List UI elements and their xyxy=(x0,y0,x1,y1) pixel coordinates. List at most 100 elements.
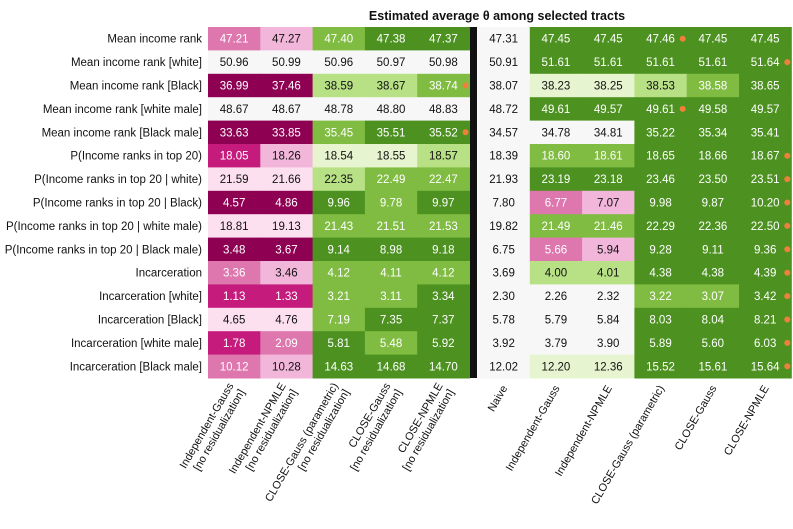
heatmap-cell xyxy=(582,190,635,215)
heatmap-cell xyxy=(208,331,261,356)
cell-value: 48.67 xyxy=(220,104,249,116)
cell-value: 15.64 xyxy=(751,361,780,373)
heatmap-cell xyxy=(477,27,531,51)
heatmap-cell xyxy=(477,284,531,309)
heatmap-cell xyxy=(260,214,314,239)
cell-value: 48.83 xyxy=(429,104,458,116)
cell-value: 10.28 xyxy=(272,361,301,373)
cell-value: 1.13 xyxy=(223,291,245,303)
cell-value: 4.39 xyxy=(754,268,776,280)
cell-value: 18.55 xyxy=(377,151,406,163)
cell-value: 47.21 xyxy=(220,34,249,46)
cell-value: 9.97 xyxy=(432,198,454,210)
cell-value: 49.61 xyxy=(542,104,571,116)
cell-value: 14.70 xyxy=(429,361,458,373)
heatmap-cell xyxy=(739,214,792,239)
cell-value: 5.48 xyxy=(380,338,402,350)
heatmap-cell xyxy=(260,331,314,356)
cell-value: 22.35 xyxy=(324,174,353,186)
heatmap-cell xyxy=(417,261,470,285)
heatmap-cell xyxy=(208,214,261,239)
cell-value: 7.19 xyxy=(328,315,350,327)
cell-value: 18.66 xyxy=(698,151,727,163)
cell-value: 47.45 xyxy=(698,34,727,46)
svg-text:CLOSE-NPMLE: CLOSE-NPMLE xyxy=(722,384,772,458)
cell-value: 4.01 xyxy=(597,268,619,280)
cell-value: 38.53 xyxy=(646,81,675,93)
heatmap-cell xyxy=(417,73,470,98)
cell-value: 5.94 xyxy=(597,244,620,256)
heatmap-cell xyxy=(686,144,740,168)
heatmap-cell xyxy=(208,97,261,122)
heatmap-cell xyxy=(260,354,314,379)
cell-value: 49.57 xyxy=(751,104,780,116)
heatmap-cell xyxy=(634,27,688,51)
cell-value: 7.37 xyxy=(432,315,454,327)
cell-value: 4.00 xyxy=(545,268,567,280)
cell-value: 3.69 xyxy=(492,268,514,280)
cell-value: 34.57 xyxy=(489,127,518,139)
cell-value: 15.52 xyxy=(646,361,675,373)
row-label: Incarceration [Black] xyxy=(98,315,202,327)
cell-value: 35.45 xyxy=(324,127,353,139)
cell-value: 38.67 xyxy=(377,81,406,93)
heatmap-cell xyxy=(364,73,418,98)
heatmap-cell xyxy=(686,354,740,379)
heatmap-cell xyxy=(312,214,366,239)
cell-value: 23.18 xyxy=(594,174,623,186)
cell-value: 9.36 xyxy=(754,244,776,256)
heatmap-cell xyxy=(634,50,688,75)
heatmap-cell xyxy=(312,27,366,51)
cell-value: 9.87 xyxy=(702,198,724,210)
heatmap-cell xyxy=(312,237,366,262)
cell-value: 4.38 xyxy=(702,268,724,280)
heatmap-cell xyxy=(529,354,583,379)
column-labels: Independent-Gauss[no residualization]Ind… xyxy=(178,381,772,507)
cell-value: 3.42 xyxy=(754,291,776,303)
cell-value: 50.98 xyxy=(429,57,458,69)
heatmap-cell xyxy=(364,261,418,285)
cell-value: 35.22 xyxy=(646,127,675,139)
heatmap-cell xyxy=(208,354,261,379)
heatmap-cell xyxy=(529,144,583,168)
cell-value: 7.80 xyxy=(492,198,514,210)
best-marker xyxy=(784,176,791,183)
heatmap-cell xyxy=(208,261,261,285)
cell-value: 21.51 xyxy=(377,221,406,233)
cell-value: 18.54 xyxy=(324,151,353,163)
row-label: Mean income rank xyxy=(107,34,202,46)
heatmap-cell xyxy=(417,167,470,192)
row-label: Mean income rank [white] xyxy=(71,57,202,69)
svg-text:CLOSE-Gauss: CLOSE-Gauss xyxy=(673,383,720,452)
cell-value: 3.90 xyxy=(597,338,619,350)
cell-value: 4.76 xyxy=(275,315,297,327)
heatmap-cell xyxy=(260,144,314,168)
heatmap-cell xyxy=(477,307,531,332)
cell-value: 35.34 xyxy=(698,127,727,139)
heatmap-cell xyxy=(686,190,740,215)
row-label: P(Income ranks in top 20 | Black male) xyxy=(5,244,202,256)
heatmap-cell xyxy=(529,27,583,51)
heatmap-cell xyxy=(208,120,261,145)
cell-value: 51.61 xyxy=(698,57,727,69)
heatmap-cell xyxy=(686,284,740,309)
best-marker xyxy=(679,105,686,112)
cell-value: 22.50 xyxy=(751,221,780,233)
row-label: Mean income rank [Black] xyxy=(70,81,202,93)
heatmap-cell xyxy=(686,307,740,332)
heatmap-cell xyxy=(260,237,314,262)
cell-value: 47.37 xyxy=(429,34,458,46)
cell-value: 38.58 xyxy=(698,81,727,93)
heatmap-cell xyxy=(582,50,635,75)
heatmap-cell xyxy=(312,354,366,379)
cell-value: 8.21 xyxy=(754,315,776,327)
heatmap-cell xyxy=(739,354,792,379)
cell-value: 49.61 xyxy=(646,104,675,116)
row-label: P(Income ranks in top 20 | Black) xyxy=(33,198,202,210)
cell-value: 23.19 xyxy=(542,174,571,186)
heatmap-cell xyxy=(739,331,792,356)
cell-value: 21.49 xyxy=(542,221,571,233)
heatmap-cell xyxy=(739,237,792,262)
cell-value: 35.41 xyxy=(751,127,780,139)
heatmap-cell xyxy=(529,261,583,285)
